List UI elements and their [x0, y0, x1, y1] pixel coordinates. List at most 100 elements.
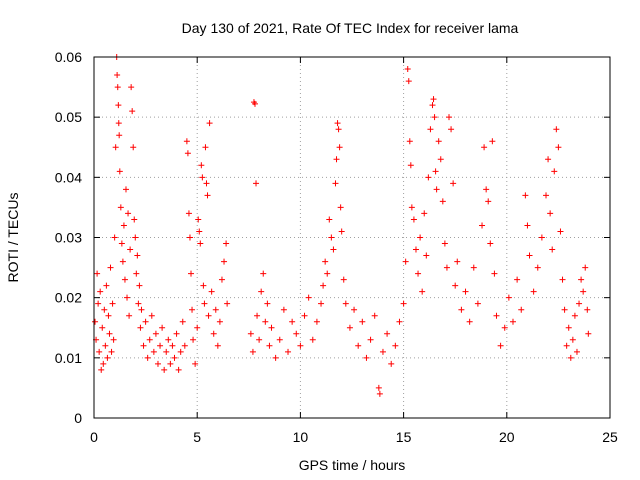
data-point: [427, 126, 434, 133]
data-point: [251, 100, 258, 107]
y-tick-label: 0: [74, 410, 82, 426]
data-point: [334, 120, 341, 127]
data-point: [198, 162, 205, 169]
data-point: [190, 336, 197, 343]
data-point: [184, 150, 191, 157]
data-point: [439, 198, 446, 205]
data-point: [430, 96, 437, 103]
data-point: [208, 288, 215, 295]
y-tick-label: 0.05: [55, 109, 82, 125]
data-point: [491, 270, 498, 277]
data-point: [509, 318, 516, 325]
data-point: [210, 330, 217, 337]
data-point: [183, 138, 190, 145]
data-point: [336, 144, 343, 151]
data-point: [266, 342, 273, 349]
data-point: [148, 312, 155, 319]
data-point: [322, 258, 329, 265]
data-point: [165, 336, 172, 343]
data-point: [262, 318, 269, 325]
data-point: [268, 324, 275, 331]
data-point: [102, 342, 109, 349]
data-point: [405, 78, 412, 85]
data-point: [110, 336, 117, 343]
data-point: [458, 306, 465, 313]
data-point: [501, 324, 508, 331]
data-point: [116, 132, 123, 139]
data-point: [98, 366, 105, 373]
data-point: [388, 360, 395, 367]
data-point: [137, 324, 144, 331]
data-point: [384, 330, 391, 337]
data-point: [200, 282, 207, 289]
data-point: [192, 360, 199, 367]
data-point: [359, 318, 366, 325]
data-point: [115, 102, 122, 109]
data-point: [167, 360, 174, 367]
data-point: [340, 276, 347, 283]
data-point: [92, 318, 99, 325]
data-point: [538, 234, 545, 241]
y-axis-label: ROTI / TECUs: [5, 193, 21, 283]
data-point: [188, 270, 195, 277]
data-point: [573, 348, 580, 355]
data-point: [289, 318, 296, 325]
y-tick-label: 0.03: [55, 230, 82, 246]
data-point: [196, 228, 203, 235]
data-point: [433, 186, 440, 193]
data-point: [218, 276, 225, 283]
data-point: [221, 258, 228, 265]
data-point: [355, 342, 362, 349]
data-point: [181, 342, 188, 349]
data-point: [126, 312, 133, 319]
data-point: [407, 162, 414, 169]
data-point: [185, 210, 192, 217]
data-point: [376, 390, 383, 397]
x-tick-label: 20: [499, 429, 515, 445]
data-point: [584, 306, 591, 313]
data-point: [135, 300, 142, 307]
data-point: [173, 330, 180, 337]
data-point: [432, 168, 439, 175]
data-point: [406, 138, 413, 145]
data-point: [551, 168, 558, 175]
data-point: [320, 282, 327, 289]
x-tick-label: 0: [90, 429, 98, 445]
data-point: [337, 204, 344, 211]
data-point: [249, 348, 256, 355]
data-point: [462, 288, 469, 295]
data-point: [169, 342, 176, 349]
data-point: [285, 348, 292, 355]
data-point: [119, 258, 126, 265]
data-point: [318, 300, 325, 307]
data-point: [576, 300, 583, 307]
data-point: [136, 282, 143, 289]
data-point: [351, 306, 358, 313]
data-point: [561, 306, 568, 313]
data-point: [338, 228, 345, 235]
x-tick-label: 15: [396, 429, 412, 445]
data-point: [260, 270, 267, 277]
data-point: [152, 330, 159, 337]
data-point: [177, 348, 184, 355]
data-points: [92, 54, 592, 397]
data-point: [120, 222, 127, 229]
data-point: [437, 156, 444, 163]
data-point: [121, 276, 128, 283]
data-point: [305, 294, 312, 301]
data-point: [159, 324, 166, 331]
data-point: [223, 240, 230, 247]
data-point: [247, 330, 254, 337]
data-point: [186, 234, 193, 241]
data-point: [483, 186, 490, 193]
data-point: [95, 300, 102, 307]
data-point: [204, 192, 211, 199]
data-point: [408, 204, 415, 211]
data-point: [142, 318, 149, 325]
data-point: [514, 276, 521, 283]
data-point: [429, 102, 436, 109]
data-point: [128, 84, 135, 91]
data-point: [115, 120, 122, 127]
data-point: [549, 246, 556, 253]
